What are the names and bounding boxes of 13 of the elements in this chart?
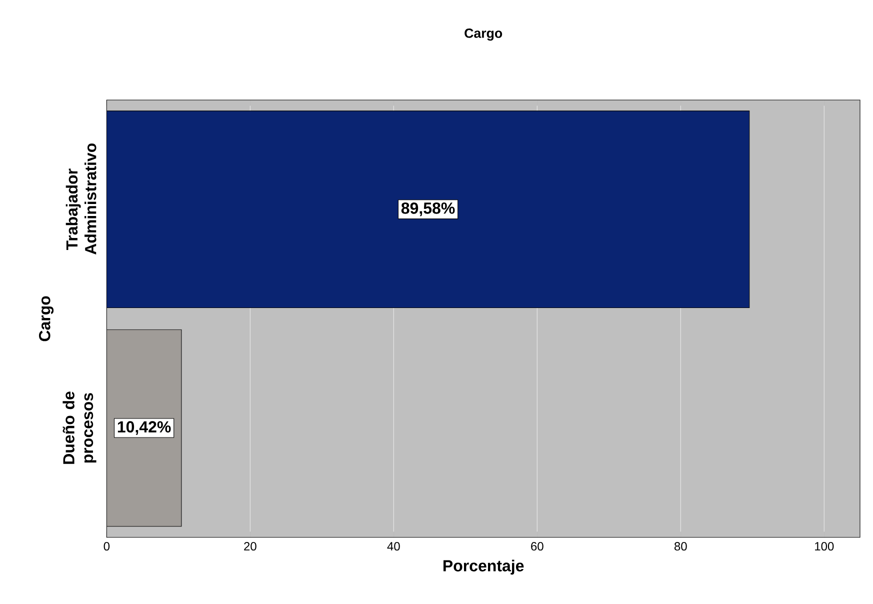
x-tick-label: 80 xyxy=(674,542,687,551)
x-tick-label: 20 xyxy=(244,542,256,551)
y-tick-label: Trabajador Administrativo xyxy=(66,143,96,254)
y-axis-title: Cargo xyxy=(38,296,54,342)
x-tick-label: 0 xyxy=(104,542,110,551)
x-axis-title: Porcentaje xyxy=(444,560,524,575)
x-tick-label: 100 xyxy=(815,542,834,551)
data-label: 10,42% xyxy=(118,421,171,435)
x-tick-label: 40 xyxy=(387,542,400,551)
y-tick-label: Dueño de procesos xyxy=(62,392,96,464)
chart-title: Cargo xyxy=(464,28,502,41)
x-tick-label: 60 xyxy=(531,542,544,551)
data-label: 89,58% xyxy=(401,202,455,216)
